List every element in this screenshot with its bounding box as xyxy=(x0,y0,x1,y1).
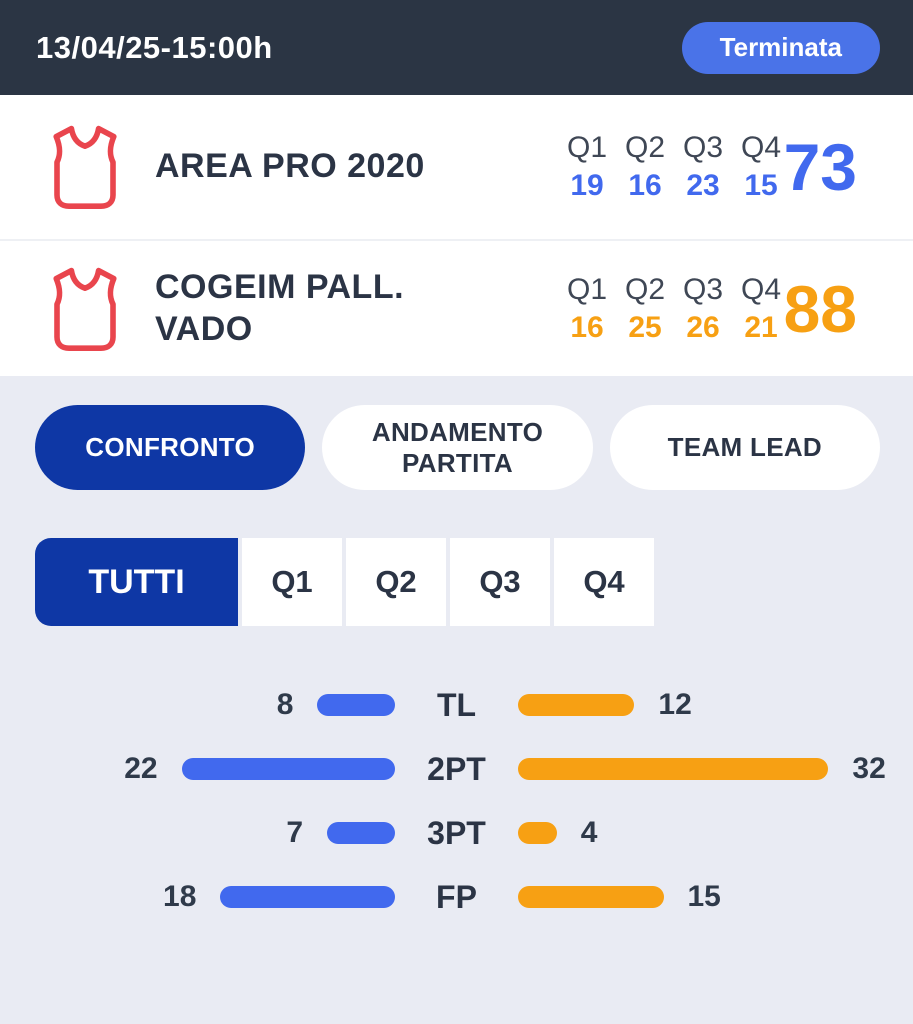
stat-label: TL xyxy=(436,686,477,723)
stat-label: 3PT xyxy=(427,814,486,851)
away-stat-zone: 4 xyxy=(518,816,913,850)
home-stat-zone: 7 xyxy=(0,816,395,850)
quarter-column: Q3 23 xyxy=(681,131,725,203)
quarter-column: Q1 16 xyxy=(565,273,609,345)
quarter-label: Q3 xyxy=(682,131,724,164)
home-stat-bar xyxy=(317,694,395,716)
home-stat-zone: 18 xyxy=(0,880,395,914)
comparison-chart: 8 TL 12 22 2PT 32 7 3PT 4 18 FP 15 xyxy=(0,673,913,929)
scoreboard: AREA PRO 2020 Q1 19 Q2 16 Q3 23 Q4 15 73 COGEIM… xyxy=(0,95,913,376)
quarter-column: Q3 26 xyxy=(681,273,725,345)
away-stat-zone: 12 xyxy=(518,688,913,722)
quarter-column: Q1 19 xyxy=(565,131,609,203)
period-tabs: TUTTI Q1 Q2 Q3 Q4 xyxy=(35,538,658,626)
quarter-score: 26 xyxy=(686,310,720,344)
away-stat-bar xyxy=(518,758,829,780)
quarter-label: Q4 xyxy=(740,131,782,164)
period-tab-q1[interactable]: Q1 xyxy=(242,538,342,626)
home-stat-bar xyxy=(181,758,395,780)
match-status-button[interactable]: Terminata xyxy=(681,21,880,74)
quarter-score: 19 xyxy=(570,169,604,202)
quarter-column: Q4 21 xyxy=(739,273,783,345)
quarter-label: Q1 xyxy=(566,131,608,164)
home-stat-bar xyxy=(220,886,395,908)
stat-label: FP xyxy=(436,878,477,915)
away-stat-zone: 15 xyxy=(518,880,913,914)
away-stat-bar xyxy=(518,694,635,716)
quarter-score: 21 xyxy=(744,310,778,344)
period-tab-q2[interactable]: Q2 xyxy=(346,538,446,626)
home-stat-value: 8 xyxy=(276,688,294,721)
period-tab-q3[interactable]: Q3 xyxy=(450,538,550,626)
home-stat-value: 22 xyxy=(124,752,158,785)
home-stat-zone: 22 xyxy=(0,752,395,786)
home-stat-bar xyxy=(327,822,395,844)
stat-label: 2PT xyxy=(427,750,486,787)
away-stat-bar xyxy=(518,822,557,844)
home-stat-value: 18 xyxy=(163,880,197,913)
view-tabs: CONFRONTO ANDAMENTO PARTITA TEAM LEAD xyxy=(0,405,913,490)
quarter-label: Q4 xyxy=(740,272,782,306)
stat-row-2pt: 22 2PT 32 xyxy=(0,737,913,801)
tab-confronto[interactable]: CONFRONTO xyxy=(35,405,306,490)
period-tab-q4[interactable]: Q4 xyxy=(554,538,654,626)
header-bar: 13/04/25-15:00h Terminata xyxy=(0,0,913,95)
quarter-label: Q2 xyxy=(624,131,666,164)
away-stat-bar xyxy=(518,886,664,908)
quarter-column: Q4 15 xyxy=(739,131,783,203)
quarter-column: Q2 16 xyxy=(623,131,667,203)
stats-section: CONFRONTO ANDAMENTO PARTITA TEAM LEAD TUTT… xyxy=(0,376,913,1024)
quarter-label: Q1 xyxy=(566,272,608,306)
away-stat-value: 32 xyxy=(852,752,886,785)
jersey-icon xyxy=(53,125,117,209)
home-stat-zone: 8 xyxy=(0,688,395,722)
period-tab-tutti[interactable]: TUTTI xyxy=(35,538,238,626)
team-total-score: 88 xyxy=(783,271,857,346)
quarter-score: 25 xyxy=(628,310,662,344)
quarter-label: Q3 xyxy=(682,272,724,306)
team-total-score: 73 xyxy=(783,130,857,204)
quarter-column: Q2 25 xyxy=(623,273,667,345)
team-name: COGEIM PALL. VADO xyxy=(155,268,405,348)
home-stat-value: 7 xyxy=(286,816,304,849)
match-datetime: 13/04/25-15:00h xyxy=(36,29,273,65)
tab-team-lead[interactable]: TEAM LEAD xyxy=(609,405,880,490)
stat-row-tl: 8 TL 12 xyxy=(0,673,913,737)
team-name: AREA PRO 2020 xyxy=(155,147,425,186)
stat-row-3pt: 7 3PT 4 xyxy=(0,801,913,865)
quarter-score: 15 xyxy=(744,169,778,202)
team-row-away: COGEIM PALL. VADO Q1 16 Q2 25 Q3 26 Q4 21 88 xyxy=(0,239,913,376)
team-row-home: AREA PRO 2020 Q1 19 Q2 16 Q3 23 Q4 15 73 xyxy=(0,95,913,239)
away-stat-value: 15 xyxy=(687,880,721,913)
quarter-score: 16 xyxy=(570,310,604,344)
away-stat-value: 4 xyxy=(580,816,598,849)
quarter-scores: Q1 19 Q2 16 Q3 23 Q4 15 xyxy=(565,131,783,203)
quarter-score: 16 xyxy=(628,169,662,202)
quarter-scores: Q1 16 Q2 25 Q3 26 Q4 21 xyxy=(565,273,783,345)
away-stat-value: 12 xyxy=(658,688,692,721)
away-stat-zone: 32 xyxy=(518,752,913,786)
quarter-label: Q2 xyxy=(624,272,666,306)
quarter-score: 23 xyxy=(686,169,720,202)
stat-row-fp: 18 FP 15 xyxy=(0,865,913,929)
jersey-icon xyxy=(53,267,117,351)
tab-andamento-partita[interactable]: ANDAMENTO PARTITA xyxy=(322,405,593,490)
